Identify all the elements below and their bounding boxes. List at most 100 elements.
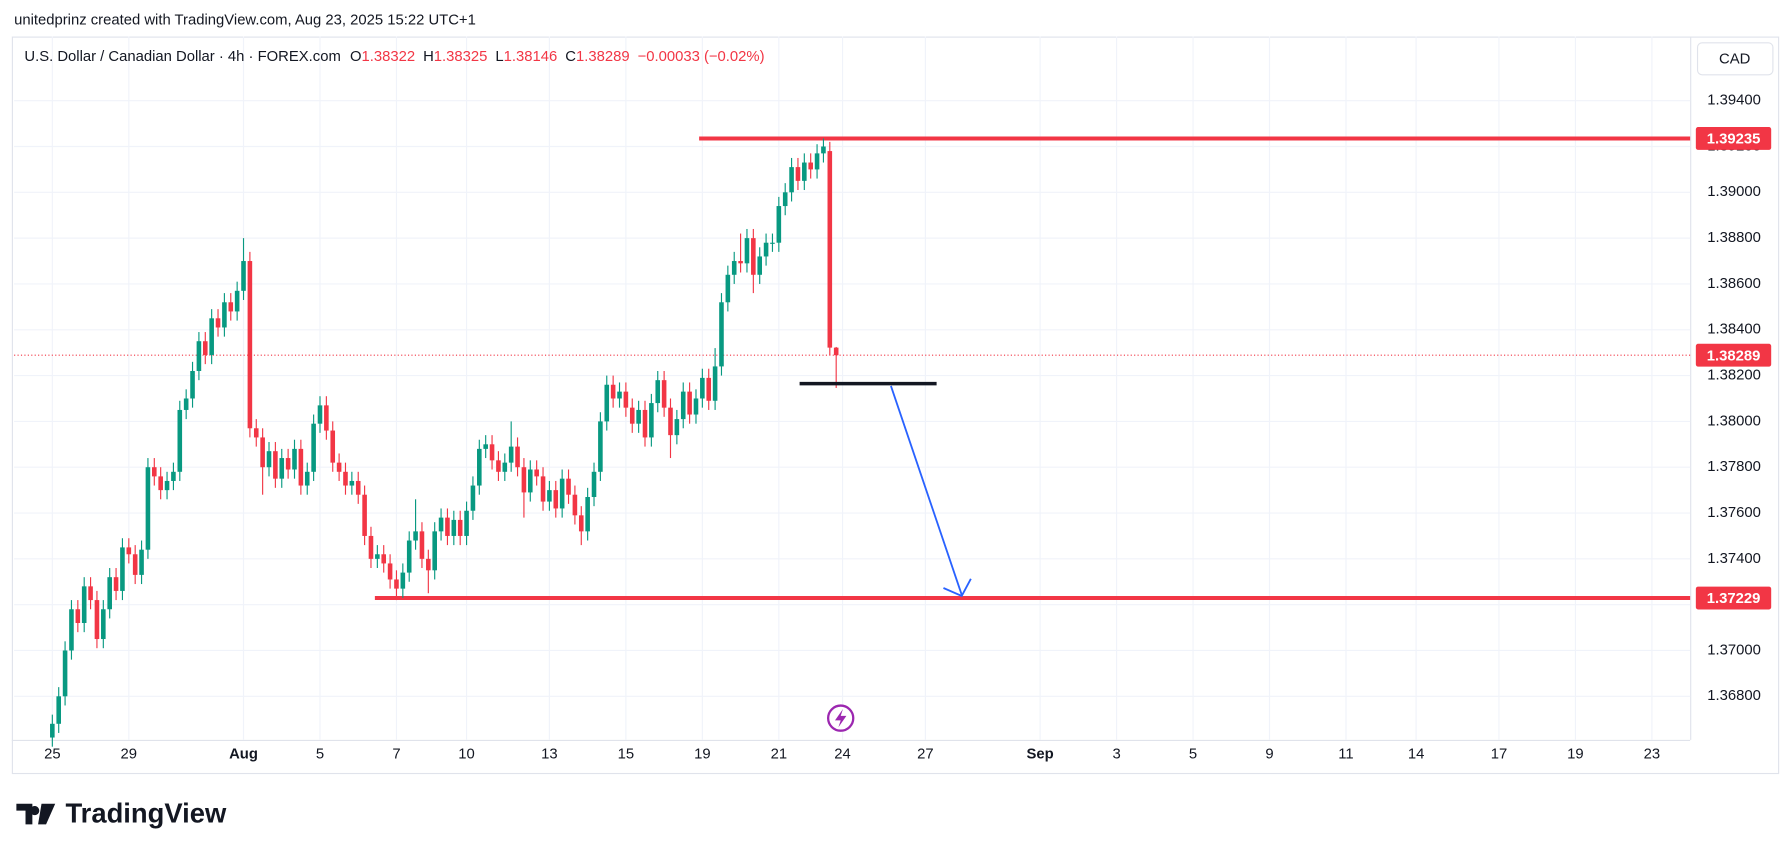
y-tick-label: 1.37600	[1707, 505, 1761, 521]
candle-body	[763, 242, 769, 257]
ohlc-label: H	[423, 49, 434, 65]
chart-frame	[11, 36, 1780, 775]
candle-body	[285, 458, 291, 470]
candle-body	[336, 462, 342, 472]
candle-body	[566, 478, 571, 495]
x-tick-label: 13	[541, 747, 558, 763]
candle-body	[782, 192, 788, 207]
candle-body	[152, 467, 157, 477]
y-tick-label: 1.37800	[1707, 459, 1761, 475]
x-tick-label: 7	[392, 747, 400, 763]
ohlc-label: C	[565, 49, 576, 65]
x-tick-label: 5	[316, 747, 324, 763]
candle-body	[451, 519, 457, 536]
ohlc-label: O	[350, 49, 362, 65]
price-badge-label: 1.38289	[1707, 348, 1761, 364]
candle-body	[413, 531, 418, 541]
currency-label: CAD	[1719, 51, 1750, 67]
candle-body	[757, 256, 763, 275]
candle-body	[540, 476, 546, 502]
candle-body	[731, 261, 737, 275]
candle-body	[617, 391, 622, 399]
y-tick-label: 1.38800	[1707, 230, 1761, 246]
candle-body	[317, 405, 323, 424]
candle-body	[209, 318, 214, 355]
candle-body	[706, 377, 712, 401]
candle-body	[75, 609, 81, 623]
grid	[14, 36, 1691, 740]
candle-body	[228, 302, 234, 312]
y-tick-label: 1.37000	[1707, 642, 1761, 658]
y-tick-label: 1.38000	[1707, 413, 1761, 429]
candle-body	[330, 430, 336, 463]
x-tick-label: Sep	[1027, 747, 1054, 763]
candle-body	[260, 437, 265, 468]
candle-body	[279, 458, 285, 479]
y-tick-label: 1.39000	[1707, 184, 1761, 200]
candle-body	[298, 448, 304, 486]
projection-arrowhead	[943, 578, 972, 598]
projection-arrow	[890, 385, 963, 596]
candle-body	[177, 409, 183, 472]
candle-body	[88, 586, 93, 601]
candle-body	[553, 490, 559, 509]
candle-body	[349, 480, 355, 486]
candle-body	[94, 600, 100, 640]
candle-body	[470, 485, 476, 511]
candle-body	[655, 380, 661, 404]
candle-body	[559, 478, 565, 509]
candle-body	[700, 377, 705, 399]
currency-button[interactable]	[1696, 42, 1774, 76]
candle-body	[744, 238, 750, 264]
candle-body	[432, 531, 437, 571]
candle-body	[400, 572, 406, 589]
candle-body	[266, 451, 272, 468]
ohlc-label: L	[495, 49, 503, 65]
candle-body	[438, 517, 444, 532]
candle-body	[445, 517, 450, 536]
candle-body	[508, 446, 514, 463]
candle-body	[202, 341, 208, 355]
candle-body	[387, 563, 393, 580]
symbol-title: U.S. Dollar / Canadian Dollar · 4h · FOR…	[24, 49, 340, 65]
candle-body	[183, 398, 189, 410]
candle-body	[126, 547, 132, 555]
event-bolt	[834, 709, 847, 728]
candle-body	[598, 421, 603, 472]
y-tick-label: 1.39400	[1707, 93, 1761, 109]
x-tick-label: 15	[618, 747, 634, 763]
candle-body	[610, 384, 616, 399]
x-tick-label: 14	[1408, 747, 1425, 763]
candle-body	[120, 547, 125, 591]
candle-body	[81, 586, 87, 623]
candle-body	[808, 162, 813, 170]
candle-body	[158, 476, 163, 491]
candle-body	[738, 261, 743, 264]
x-tick-label: 9	[1265, 747, 1273, 763]
candle-body	[649, 403, 654, 438]
levels	[14, 136, 1691, 601]
candle-body	[827, 151, 833, 348]
candle-body	[343, 471, 348, 486]
logo-text: TradingView	[65, 797, 227, 828]
price-change: −0.00033 (−0.02%)	[638, 49, 765, 65]
candle-body	[693, 398, 699, 415]
y-tick-label: 1.36800	[1707, 688, 1761, 704]
x-tick-label: 25	[44, 747, 60, 763]
candle-body	[56, 696, 62, 724]
y-tick-label: 1.38400	[1707, 322, 1761, 338]
candle-body	[572, 494, 578, 516]
candle-body	[770, 242, 775, 244]
x-tick-label: 23	[1644, 747, 1661, 763]
x-tick-label: 24	[834, 747, 850, 763]
candle-body	[426, 558, 431, 571]
candle-body	[821, 146, 826, 154]
candle-body	[253, 428, 259, 438]
candle-body	[368, 535, 374, 559]
candle-body	[50, 723, 55, 738]
x-tick-label: 27	[917, 747, 933, 763]
candle-body	[674, 419, 680, 436]
candle-body	[171, 471, 176, 481]
